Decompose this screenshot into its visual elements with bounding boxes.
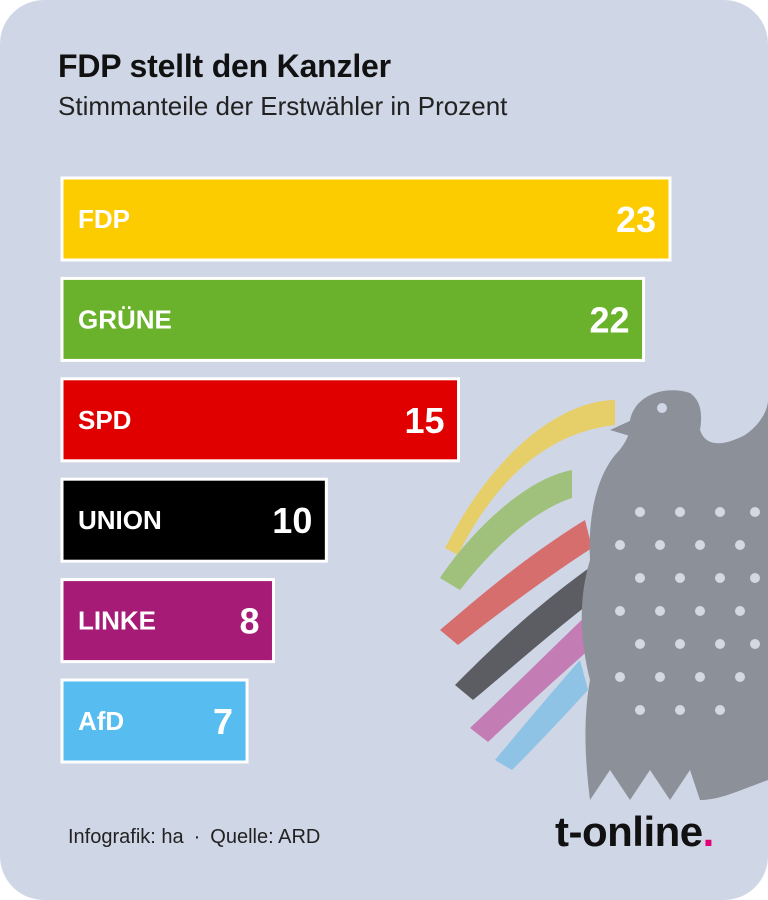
eagle-silhouette xyxy=(581,390,768,800)
bar-value-label: 10 xyxy=(272,500,312,541)
credit-text: Infografik: ha xyxy=(68,826,184,848)
bar-group-fdp: FDP 23 xyxy=(60,176,672,262)
bar-group-linke: LINKE 8 xyxy=(60,578,275,664)
bar-fdp xyxy=(60,176,672,262)
bar-value-label: 15 xyxy=(404,400,444,441)
bar-group-grüne: GRÜNE 22 xyxy=(60,276,646,362)
bar-grüne xyxy=(60,276,646,362)
bar-group-spd: SPD 15 xyxy=(60,377,461,463)
source-text: Quelle: ARD xyxy=(210,826,321,848)
eagle-eye xyxy=(657,403,667,413)
bar-category-label: AfD xyxy=(78,706,124,736)
federal-eagle-icon xyxy=(440,390,768,800)
bar-value-label: 22 xyxy=(590,299,630,340)
bar-category-label: GRÜNE xyxy=(78,304,172,334)
bar-category-label: FDP xyxy=(78,204,130,234)
bar-union xyxy=(60,477,328,563)
bar-spd xyxy=(60,377,461,463)
bar-group-union: UNION 10 xyxy=(60,477,328,563)
bar-value-label: 8 xyxy=(239,601,259,642)
brand-name: t-online xyxy=(555,808,703,855)
bar-category-label: UNION xyxy=(78,505,162,535)
bar-afd xyxy=(60,678,249,764)
bar-group-afd: AfD 7 xyxy=(60,678,249,764)
brand-dot: . xyxy=(702,808,715,855)
bar-value-label: 23 xyxy=(616,199,656,240)
bar-category-label: LINKE xyxy=(78,606,156,636)
party-color-wing-fans xyxy=(440,400,615,770)
chart-title: FDP stellt den Kanzler xyxy=(58,48,391,84)
bar-value-label: 7 xyxy=(213,701,233,742)
bar-chart: FDP 23 GRÜNE 22 SPD 15 UNION 10 LINKE 8 AfD 7 xyxy=(60,176,672,764)
bar-linke xyxy=(60,578,275,664)
brand-logo: t-online. xyxy=(555,808,714,856)
chart-subtitle: Stimmanteile der Erstwähler in Prozent xyxy=(58,91,508,121)
eagle-feather-marks xyxy=(615,507,760,715)
bar-category-label: SPD xyxy=(78,405,131,435)
footer-separator: · xyxy=(193,826,201,848)
footer: Infografik: ha · Quelle: ARD xyxy=(68,826,320,849)
